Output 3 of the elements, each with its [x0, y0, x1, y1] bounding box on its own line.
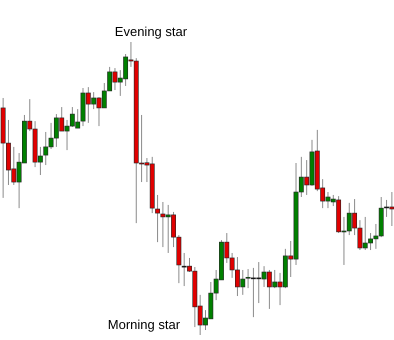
- candlestick: [155, 194, 160, 243]
- text: Evening star: [114, 24, 188, 39]
- annotation: Morning star: [108, 317, 181, 332]
